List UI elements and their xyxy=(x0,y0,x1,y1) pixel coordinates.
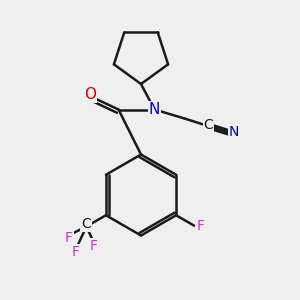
Text: F: F xyxy=(64,232,72,245)
Text: N: N xyxy=(229,125,239,139)
Text: F: F xyxy=(72,245,80,259)
Text: C: C xyxy=(82,217,91,230)
Text: C: C xyxy=(204,118,213,132)
Text: O: O xyxy=(84,87,96,102)
Text: F: F xyxy=(90,239,98,253)
Text: F: F xyxy=(196,219,204,233)
Text: N: N xyxy=(149,102,160,117)
